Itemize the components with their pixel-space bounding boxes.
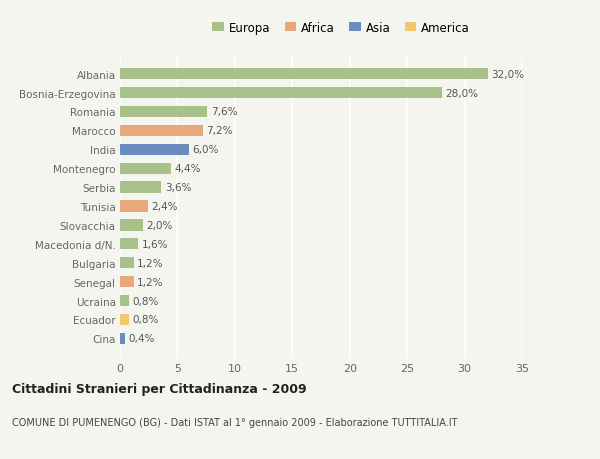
Bar	[120, 163, 170, 174]
Text: 32,0%: 32,0%	[491, 69, 524, 79]
Bar	[120, 144, 189, 156]
Text: 0,8%: 0,8%	[133, 315, 159, 325]
Text: 28,0%: 28,0%	[445, 89, 478, 98]
Bar	[120, 239, 139, 250]
Bar	[120, 257, 134, 269]
Bar	[120, 88, 442, 99]
Bar	[120, 125, 203, 137]
Text: 0,8%: 0,8%	[133, 296, 159, 306]
Text: Cittadini Stranieri per Cittadinanza - 2009: Cittadini Stranieri per Cittadinanza - 2…	[12, 382, 307, 395]
Bar	[120, 106, 207, 118]
Text: 2,0%: 2,0%	[146, 220, 173, 230]
Text: 7,2%: 7,2%	[206, 126, 233, 136]
Text: 2,4%: 2,4%	[151, 202, 178, 212]
Bar	[120, 201, 148, 212]
Bar	[120, 69, 488, 80]
Bar	[120, 182, 161, 193]
Text: 1,2%: 1,2%	[137, 258, 164, 268]
Bar	[120, 333, 125, 344]
Text: 6,0%: 6,0%	[193, 145, 219, 155]
Text: 0,4%: 0,4%	[128, 334, 154, 344]
Text: 3,6%: 3,6%	[165, 183, 191, 193]
Text: 1,2%: 1,2%	[137, 277, 164, 287]
Text: 7,6%: 7,6%	[211, 107, 237, 117]
Bar	[120, 295, 129, 307]
Bar	[120, 314, 129, 325]
Text: COMUNE DI PUMENENGO (BG) - Dati ISTAT al 1° gennaio 2009 - Elaborazione TUTTITAL: COMUNE DI PUMENENGO (BG) - Dati ISTAT al…	[12, 417, 458, 427]
Text: 1,6%: 1,6%	[142, 239, 169, 249]
Bar	[120, 220, 143, 231]
Text: 4,4%: 4,4%	[174, 164, 200, 174]
Legend: Europa, Africa, Asia, America: Europa, Africa, Asia, America	[212, 22, 470, 34]
Bar	[120, 276, 134, 288]
